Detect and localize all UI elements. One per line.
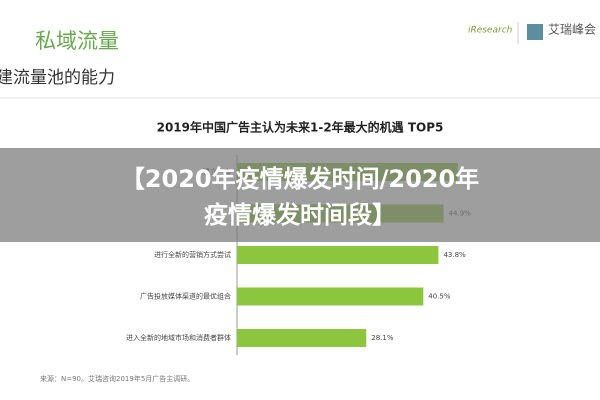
- bar: [237, 287, 424, 306]
- banner-line: 【2020年疫情爆发时间/2020年: [121, 165, 479, 193]
- banner-line: 疫情爆发时间段】: [204, 201, 396, 229]
- value-label: 28.1%: [371, 334, 394, 342]
- logo-icon: [527, 24, 543, 40]
- logo-left: iResearch: [468, 26, 513, 36]
- category-label: 广告投放媒体渠道的最优组合: [140, 292, 231, 301]
- bar: [237, 246, 439, 264]
- footnote: 来源：N=90。艾瑞咨询2019年5月广告主调研。: [40, 374, 194, 383]
- category-label: 进行全新的营销方式尝试: [154, 250, 231, 259]
- header-subtitle: 建流量池的能力: [0, 68, 115, 88]
- logo-right: 艾瑞峰会: [548, 23, 596, 37]
- header-title: 私域流量: [35, 29, 119, 53]
- bar: [237, 329, 367, 347]
- chart-title: 2019年中国广告主认为未来1-2年最大的机遇 TOP5: [157, 120, 444, 135]
- category-label: 进入全新的地域市场和消费者群体: [126, 333, 231, 342]
- value-label: 40.5%: [428, 293, 451, 301]
- value-label: 43.8%: [443, 251, 466, 259]
- banner-background: [0, 148, 600, 242]
